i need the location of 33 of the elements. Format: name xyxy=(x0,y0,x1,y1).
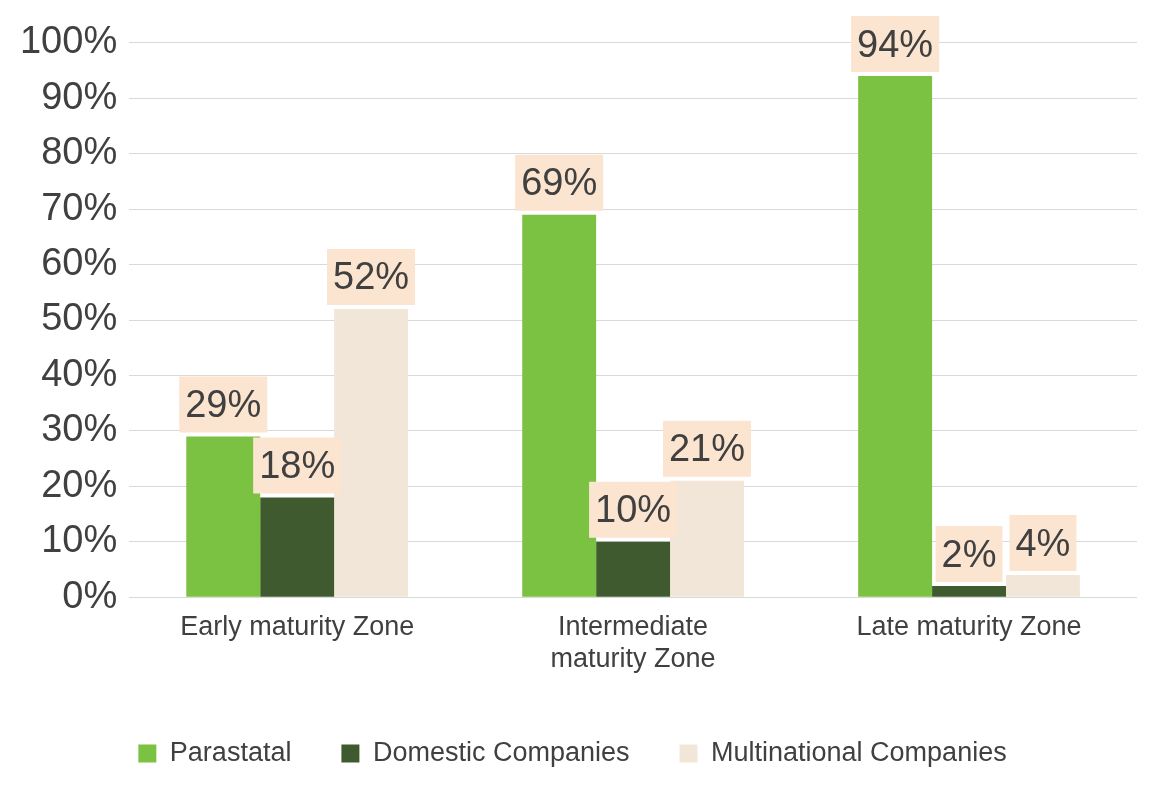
data-label: 52% xyxy=(333,255,410,298)
legend-label: Parastatal xyxy=(169,736,292,767)
data-label: 4% xyxy=(1015,521,1071,564)
x-tick-label: Late maturity Zone xyxy=(856,610,1082,641)
data-label: 21% xyxy=(668,427,746,470)
y-tick-label: 100% xyxy=(19,19,118,62)
data-label: 18% xyxy=(259,443,336,486)
y-tick-label: 80% xyxy=(41,130,118,173)
legend-label: Multinational Companies xyxy=(711,736,1007,767)
data-label: 94% xyxy=(857,22,934,65)
y-tick-label: 50% xyxy=(41,296,118,339)
data-label: 2% xyxy=(941,532,997,575)
x-tick-label: Early maturity Zone xyxy=(180,610,415,641)
y-tick-label: 10% xyxy=(41,518,118,561)
legend-label: Domestic Companies xyxy=(372,736,630,767)
data-label: 29% xyxy=(185,382,262,425)
y-tick-label: 60% xyxy=(41,241,118,284)
y-tick-label: 30% xyxy=(41,407,118,450)
y-tick-label: 90% xyxy=(41,74,118,117)
y-tick-label: 0% xyxy=(62,573,118,616)
bar xyxy=(932,586,1006,597)
bar xyxy=(522,214,597,597)
y-tick-label: 20% xyxy=(41,462,118,505)
x-tick-label: Intermediate maturity Zone xyxy=(550,610,716,674)
data-label: 10% xyxy=(595,488,672,531)
data-label: 69% xyxy=(521,161,598,204)
y-tick-label: 40% xyxy=(41,351,118,394)
bar xyxy=(858,76,933,597)
bar xyxy=(260,497,335,597)
bar xyxy=(596,541,671,597)
bar xyxy=(1005,575,1080,597)
y-tick-label: 70% xyxy=(41,185,118,228)
bar xyxy=(186,436,261,597)
